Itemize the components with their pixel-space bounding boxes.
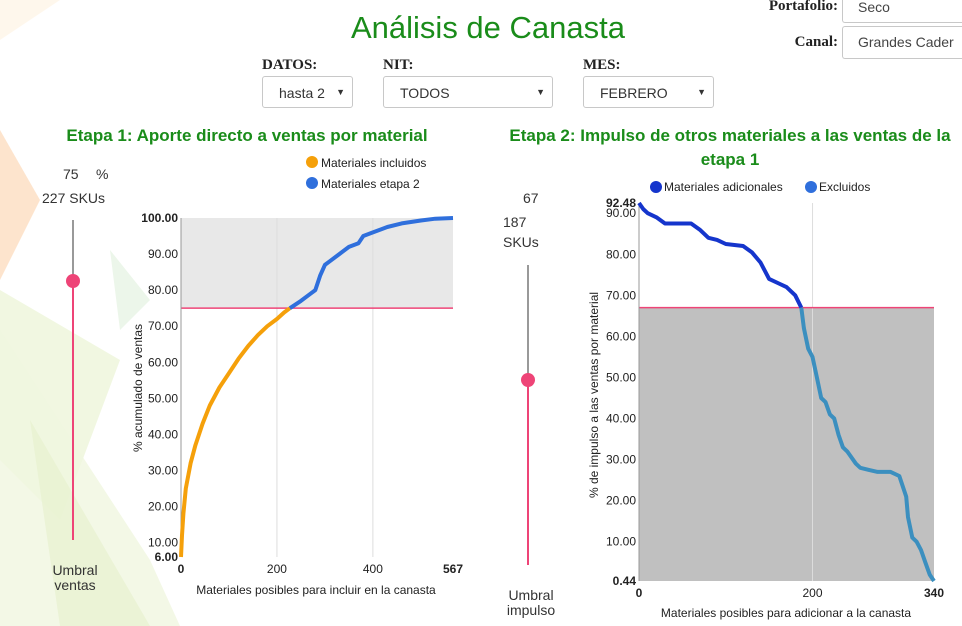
datos-label: DATOS:: [262, 57, 318, 73]
portfolio-label: Portafolio:: [768, 0, 838, 14]
chart2-y-ticks: 0.44 10.00 20.00 30.00 40.00 50.00 60.00 70.00 8…: [606, 196, 636, 588]
chart2-y-tick-label: 30.00: [606, 453, 636, 467]
nit-select-value: TODOS: [400, 85, 450, 101]
chart2-y-tick-label: 60.00: [606, 329, 636, 343]
stage2-slider-thumb[interactable]: [521, 373, 535, 387]
chart2-y-tick-label: 10.00: [606, 535, 636, 549]
stage1-slider-track-upper[interactable]: [72, 220, 74, 281]
channel-input[interactable]: Grandes Cader: [842, 26, 962, 59]
stage1-slider-track-lower[interactable]: [72, 281, 74, 540]
chevron-down-icon: ▼: [697, 87, 706, 97]
stage2-slider-track-lower[interactable]: [527, 380, 529, 565]
stage1-skus: 227 SKUs: [42, 190, 106, 206]
chart2-legend-additional-marker: [650, 181, 662, 193]
nit-label: NIT:: [383, 57, 414, 73]
chart2-lower-shade: [639, 307, 934, 581]
chart1-x-tick-label: 400: [363, 562, 383, 576]
channel-label: Canal:: [794, 34, 838, 50]
chart2-y-tick-label: 0.44: [613, 574, 637, 588]
chart1-y-tick-label: 10.00: [148, 536, 178, 550]
chart2-y-tick-label: 20.00: [606, 494, 636, 508]
page-title: Análisis de Canasta: [351, 10, 625, 45]
chart2-series-additional: [637, 201, 804, 309]
chart1-y-tick-label: 70.00: [148, 319, 178, 333]
chart1-legend-included-marker: [306, 156, 318, 168]
chart1-y-tick-label: 40.00: [148, 427, 178, 441]
mes-label: MES:: [583, 57, 621, 73]
stage2-skus-count: 187: [503, 214, 527, 230]
stage1-slider-unit: %: [96, 166, 109, 182]
chart2-xlabel: Materiales posibles para adicionar a la …: [661, 606, 911, 620]
stage2-slider-track-upper[interactable]: [527, 265, 529, 380]
chart1-ylabel: % acumulado de ventas: [131, 324, 145, 452]
chart1-legend-stage2-marker: [306, 177, 318, 189]
chart1-x-tick-label: 200: [267, 562, 287, 576]
chart2: 0.44 10.00 20.00 30.00 40.00 50.00 60.00 70.00 8…: [587, 180, 945, 620]
portfolio-input[interactable]: Seco: [842, 0, 962, 23]
chart2-x-tick-label: 340: [924, 586, 944, 600]
mes-select-value: FEBRERO: [600, 85, 668, 101]
stage1-slider-label-line1: Umbral: [52, 562, 98, 578]
chart1-y-tick-label: 100.00: [141, 211, 178, 225]
chart2-y-tick-label: 70.00: [606, 288, 636, 302]
chart1-series-included: [179, 306, 292, 558]
chart1-y-tick-label: 20.00: [148, 500, 178, 514]
chart2-y-tick-label: 80.00: [606, 247, 636, 261]
chart2-series-excluded: [799, 307, 936, 583]
datos-select[interactable]: hasta 2 ▼: [262, 76, 353, 108]
chart1-upper-shade: [181, 218, 453, 309]
stage1-title: Etapa 1: Aporte directo a ventas por mat…: [66, 126, 428, 145]
chart2-y-tick-label: 50.00: [606, 370, 636, 384]
chart1-y-tick-label: 30.00: [148, 463, 178, 477]
chart1-y-tick-label: 60.00: [148, 355, 178, 369]
chart1-xlabel: Materiales posibles para incluir en la c…: [196, 583, 436, 597]
chart2-x-tick-label: 0: [636, 586, 643, 600]
chart1-y-tick-label: 6.00: [155, 550, 179, 564]
chart2-legend-additional: Materiales adicionales: [664, 180, 783, 194]
chart2-y-tick-label: 92.48: [606, 196, 636, 210]
chart1-x-tick-label: 0: [178, 562, 185, 576]
chart2-legend-excluded: Excluidos: [819, 180, 870, 194]
stage2-title-line1: Etapa 2: Impulso de otros materiales a l…: [509, 126, 951, 145]
chart2-ylabel: % de impulso a las ventas por material: [587, 292, 601, 498]
chart1-y-tick-label: 80.00: [148, 283, 178, 297]
chart1-gridlines: [276, 218, 374, 557]
chart1-x-ticks: 0 200 400 567: [178, 562, 464, 576]
stage1-slider-label-line2: ventas: [54, 577, 96, 593]
stage2-title-line2: etapa 1: [700, 150, 760, 169]
chart1-legend-included: Materiales incluidos: [321, 156, 426, 170]
chart1-legend-stage2: Materiales etapa 2: [321, 177, 420, 191]
stage2-slider-label-line1: Umbral: [508, 587, 554, 603]
stage1-slider-thumb[interactable]: [66, 274, 80, 288]
nit-select[interactable]: TODOS ▼: [383, 76, 553, 108]
stage1-slider-value: 75: [63, 166, 79, 182]
chart1-y-tick-label: 50.00: [148, 391, 178, 405]
chart2-x-ticks: 0 200 340: [636, 586, 945, 600]
datos-select-value: hasta 2: [279, 85, 325, 101]
chart2-y-tick-label: 40.00: [606, 412, 636, 426]
stage2-skus-word: SKUs: [503, 234, 539, 250]
chart1-y-tick-label: 90.00: [148, 247, 178, 261]
chevron-down-icon: ▼: [336, 87, 345, 97]
chart2-y-tick-label: 90.00: [606, 206, 636, 220]
chevron-down-icon: ▼: [536, 87, 545, 97]
chart1-series-stage2: [288, 216, 454, 310]
stage2-slider-label-line2: impulso: [506, 602, 556, 618]
chart2-x-tick-label: 200: [803, 586, 823, 600]
stage2-slider-value: 67: [523, 190, 539, 206]
mes-select[interactable]: FEBRERO ▼: [583, 76, 714, 108]
chart1-x-tick-label: 567: [443, 562, 463, 576]
chart2-legend-excluded-marker: [805, 181, 817, 193]
